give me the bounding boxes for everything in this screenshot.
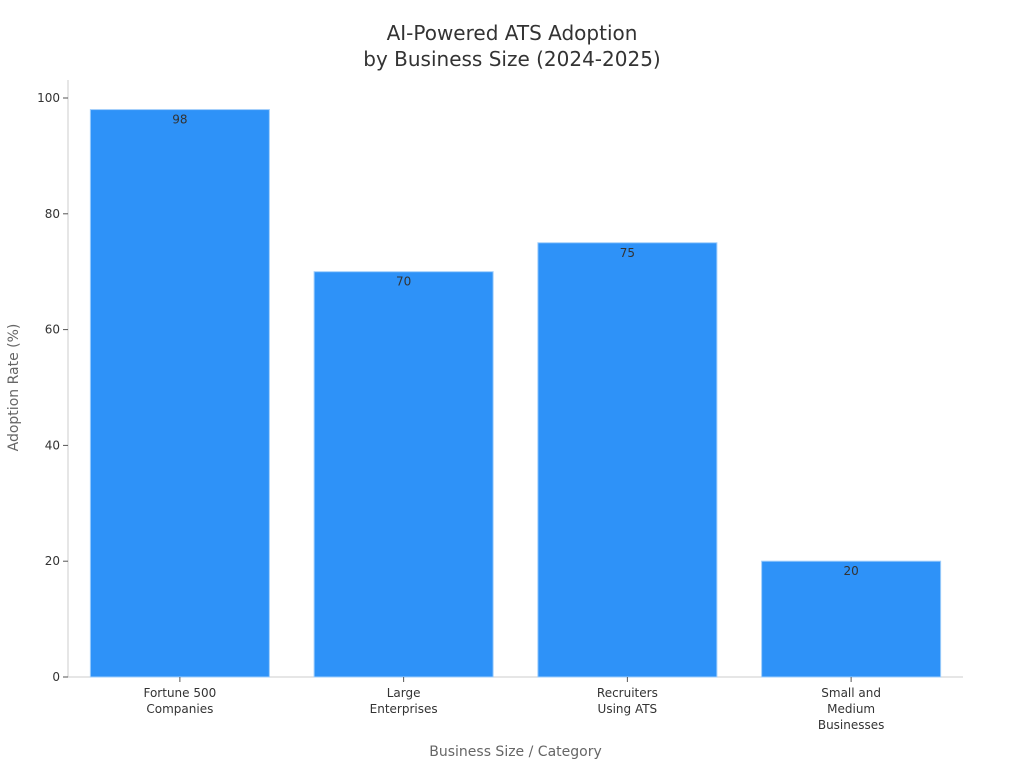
y-tick-label: 60 xyxy=(45,323,60,337)
x-axis-title: Business Size / Category xyxy=(429,744,602,760)
bar xyxy=(761,560,942,678)
chart-title-line-2: by Business Size (2024-2025) xyxy=(363,47,661,71)
x-tick-label: Businesses xyxy=(818,718,885,732)
x-tick-label: Medium xyxy=(827,702,875,716)
y-tick-label: 20 xyxy=(45,554,60,568)
y-axis-title: Adoption Rate (%) xyxy=(6,324,22,452)
bar xyxy=(537,242,718,678)
x-tick-label: Small and xyxy=(821,686,881,700)
chart-title-line-1: AI-Powered ATS Adoption xyxy=(386,21,638,45)
y-tick-label: 40 xyxy=(45,438,60,452)
bar-value-label: 20 xyxy=(843,564,858,578)
x-tick-label: Recruiters xyxy=(597,686,658,700)
bar xyxy=(89,109,270,678)
bar-value-label: 70 xyxy=(396,275,411,289)
y-tick-label: 0 xyxy=(52,670,60,684)
x-tick-label: Large xyxy=(387,686,421,700)
y-tick-label: 80 xyxy=(45,207,60,221)
x-tick-label: Fortune 500 xyxy=(143,686,216,700)
bar xyxy=(313,271,494,678)
x-tick-label: Companies xyxy=(146,702,213,716)
y-tick-label: 100 xyxy=(37,91,60,105)
bar-value-label: 98 xyxy=(172,113,187,127)
bar-value-label: 75 xyxy=(620,246,635,260)
x-tick-label: Using ATS xyxy=(598,702,658,716)
x-tick-label: Enterprises xyxy=(370,702,438,716)
